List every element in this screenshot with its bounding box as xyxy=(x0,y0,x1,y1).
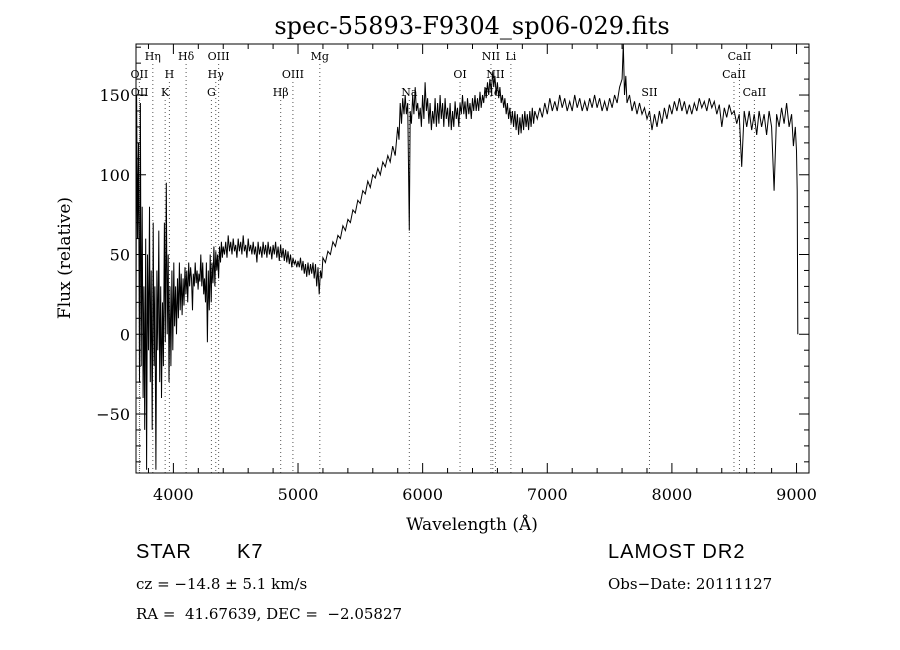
sky-coordinates: RA = 41.67639, DEC = −2.05827 xyxy=(136,605,403,623)
spectral-line-label: CaII xyxy=(728,50,752,63)
y-tick-label: −50 xyxy=(96,405,130,424)
axis-ticks: 4000 5000 6000 7000 8000 9000 −50 0 50 100 150 xyxy=(96,44,817,504)
spectral-line-label: OII xyxy=(131,86,149,99)
spectral-line-label: NII xyxy=(482,50,500,63)
spectral-line-label: H xyxy=(165,68,175,81)
object-subclass: K7 xyxy=(237,541,264,563)
spectral-line-label: NII xyxy=(486,68,504,81)
x-axis-label: Wavelength (Å) xyxy=(406,514,538,535)
spectral-line-label: Hη xyxy=(145,50,161,63)
y-axis-label: Flux (relative) xyxy=(55,197,75,319)
x-tick-label: 6000 xyxy=(402,485,443,504)
observation-date: Obs−Date: 20111127 xyxy=(608,575,773,593)
spectral-line-label: Hδ xyxy=(178,50,195,63)
spectrum-line xyxy=(135,43,799,470)
spectral-line-label: Hγ xyxy=(208,68,225,81)
radial-velocity: cz = −14.8 ± 5.1 km/s xyxy=(136,575,308,593)
x-tick-label: 7000 xyxy=(527,485,568,504)
spectral-line-label: OI xyxy=(453,68,466,81)
spectral-line-label: Li xyxy=(505,50,516,63)
y-tick-label: 100 xyxy=(99,166,130,185)
x-tick-label: 5000 xyxy=(278,485,319,504)
spectral-line-label: CaII xyxy=(743,86,767,99)
spectral-line-label: OIII xyxy=(208,50,230,63)
spectral-line-label: G xyxy=(207,86,216,99)
y-tick-label: 150 xyxy=(99,86,130,105)
y-tick-label: 0 xyxy=(120,325,130,344)
spectral-line-label: OII xyxy=(131,68,149,81)
spectral-line-label: K xyxy=(161,86,170,99)
survey-name: LAMOST DR2 xyxy=(608,541,746,563)
x-tick-label: 9000 xyxy=(776,485,817,504)
y-tick-label: 50 xyxy=(110,246,130,265)
spectral-line-label: OIII xyxy=(282,68,304,81)
spectral-line-label: CaII xyxy=(722,68,746,81)
object-class: STAR xyxy=(136,541,192,563)
x-tick-label: 4000 xyxy=(153,485,194,504)
spectral-line-label: SII xyxy=(641,86,657,99)
plot-frame xyxy=(135,43,810,474)
chart-title: spec-55893-F9304_sp06-029.fits xyxy=(274,12,669,40)
spectral-line-label: Hβ xyxy=(273,86,289,99)
x-tick-label: 8000 xyxy=(652,485,693,504)
spectral-line-label: Mg xyxy=(311,50,329,63)
